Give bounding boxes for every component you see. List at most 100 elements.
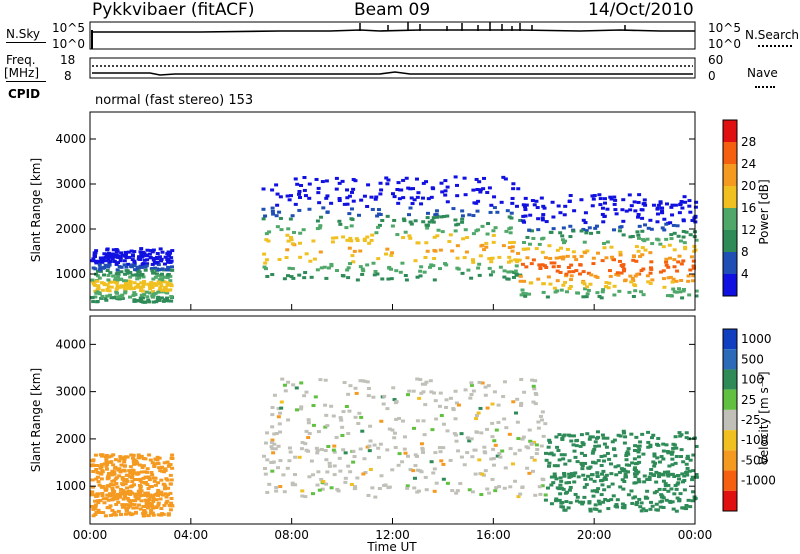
- data-cell: [567, 200, 572, 204]
- data-cell: [150, 269, 155, 273]
- data-cell: [130, 476, 135, 480]
- data-cell: [111, 280, 116, 284]
- data-cell: [378, 442, 383, 446]
- data-cell: [691, 279, 696, 283]
- x-axis-label: Time UT: [366, 540, 417, 554]
- data-cell: [378, 192, 383, 196]
- data-cell: [688, 505, 693, 509]
- data-cell: [632, 457, 637, 461]
- data-cell: [454, 401, 459, 405]
- nsky-panel: [89, 21, 696, 50]
- data-cell: [356, 213, 361, 217]
- data-cell: [149, 281, 154, 285]
- data-cell: [96, 480, 101, 484]
- data-cell: [691, 453, 696, 457]
- data-cell: [295, 182, 300, 186]
- data-cell: [532, 387, 537, 391]
- data-cell: [91, 282, 96, 286]
- data-cell: [513, 479, 518, 483]
- data-cell: [158, 513, 163, 517]
- data-cell: [664, 263, 669, 267]
- data-cell: [98, 269, 103, 273]
- colorbar-swatch: [723, 329, 737, 350]
- data-cell: [267, 230, 272, 234]
- data-cell: [145, 258, 150, 262]
- data-cell: [118, 256, 123, 260]
- data-cell: [551, 453, 556, 457]
- data-cell: [111, 248, 116, 252]
- data-cell: [669, 451, 674, 455]
- data-cell: [660, 209, 665, 213]
- data-cell: [602, 454, 607, 458]
- data-cell: [640, 208, 645, 212]
- data-cell: [445, 185, 450, 189]
- data-cell: [95, 279, 100, 283]
- data-cell: [510, 245, 515, 249]
- data-cell: [122, 468, 127, 472]
- data-cell: [607, 269, 612, 273]
- data-cell: [359, 415, 364, 419]
- data-cell: [111, 453, 116, 457]
- data-cell: [635, 501, 640, 505]
- x-tick-label: 20:00: [577, 528, 612, 542]
- data-cell: [356, 421, 361, 425]
- data-cell: [579, 198, 584, 202]
- data-cell: [343, 451, 348, 455]
- data-cell: [518, 274, 523, 278]
- data-cell: [593, 461, 598, 465]
- data-cell: [681, 229, 686, 233]
- colorbar-tick-label: 1000: [741, 332, 772, 346]
- data-cell: [554, 477, 559, 481]
- data-cell: [601, 436, 606, 440]
- x-tick-label: 08:00: [274, 528, 309, 542]
- data-cell: [325, 470, 330, 474]
- data-cell: [286, 227, 291, 231]
- data-cell: [146, 298, 151, 302]
- data-cell: [124, 507, 129, 511]
- data-cell: [106, 264, 111, 268]
- data-cell: [276, 415, 281, 419]
- data-cell: [692, 216, 697, 220]
- data-cell: [107, 280, 112, 284]
- data-cell: [272, 432, 277, 436]
- data-cell: [600, 259, 605, 263]
- data-cell: [156, 297, 161, 301]
- data-cell: [558, 492, 563, 496]
- data-cell: [397, 452, 402, 456]
- data-cell: [278, 195, 283, 199]
- data-cell: [353, 485, 358, 489]
- data-cell: [612, 195, 617, 199]
- data-cell: [107, 289, 112, 293]
- data-cell: [639, 501, 644, 505]
- data-cell: [155, 272, 160, 276]
- data-cell: [591, 494, 596, 498]
- data-cell: [159, 284, 164, 288]
- data-cell: [536, 228, 541, 232]
- data-cell: [340, 179, 345, 183]
- data-cell: [555, 269, 560, 273]
- data-cell: [128, 471, 133, 475]
- data-cell: [132, 261, 137, 265]
- data-cell: [691, 266, 696, 270]
- data-cell: [467, 439, 472, 443]
- data-cell: [391, 386, 396, 390]
- data-cell: [533, 379, 538, 383]
- data-cell: [508, 259, 513, 263]
- data-cell: [630, 501, 635, 505]
- data-cell: [567, 459, 572, 463]
- data-cell: [501, 175, 506, 179]
- data-cell: [578, 272, 583, 276]
- data-cell: [527, 428, 532, 432]
- data-cell: [341, 235, 346, 239]
- data-cell: [143, 491, 148, 495]
- data-cell: [554, 435, 559, 439]
- data-cell: [678, 290, 683, 294]
- data-cell: [421, 419, 426, 423]
- data-cell: [641, 267, 646, 271]
- data-cell: [299, 405, 304, 409]
- data-cell: [120, 253, 125, 257]
- data-cell: [406, 454, 411, 458]
- data-cell: [164, 495, 169, 499]
- data-cell: [264, 238, 269, 242]
